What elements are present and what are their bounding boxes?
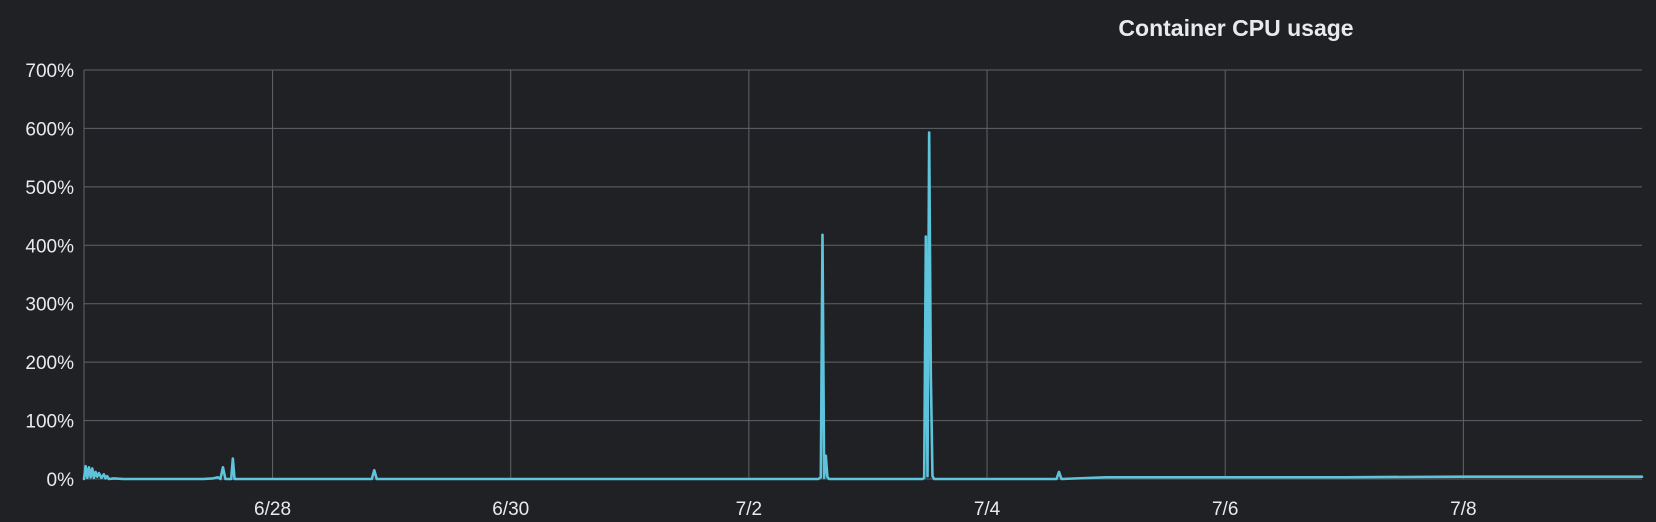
- y-tick-label: 200%: [25, 353, 74, 374]
- y-tick-label: 100%: [25, 412, 74, 433]
- x-tick-label: 7/8: [1450, 499, 1476, 520]
- chart-title: Container CPU usage: [1118, 15, 1353, 41]
- x-tick-label: 6/30: [492, 499, 529, 520]
- series-layer: [82, 131, 1644, 481]
- y-tick-label: 600%: [25, 119, 74, 140]
- y-tick-label: 500%: [25, 178, 74, 199]
- y-tick-label: 300%: [25, 295, 74, 316]
- cpu-usage-series-line: [82, 131, 1644, 481]
- x-tick-label: 7/4: [974, 499, 1001, 520]
- y-tick-label: 0%: [47, 470, 75, 491]
- grid-layer: [83, 69, 1642, 480]
- y-tick-label: 700%: [25, 61, 74, 82]
- tick-layer: 0% 100% 200% 300% 400% 500% 600% 700% 6/28 6/30 7/…: [25, 61, 1476, 520]
- y-tick-label: 400%: [25, 236, 74, 257]
- x-tick-label: 6/28: [254, 499, 291, 520]
- x-tick-label: 7/6: [1212, 499, 1238, 520]
- x-tick-label: 7/2: [736, 499, 762, 520]
